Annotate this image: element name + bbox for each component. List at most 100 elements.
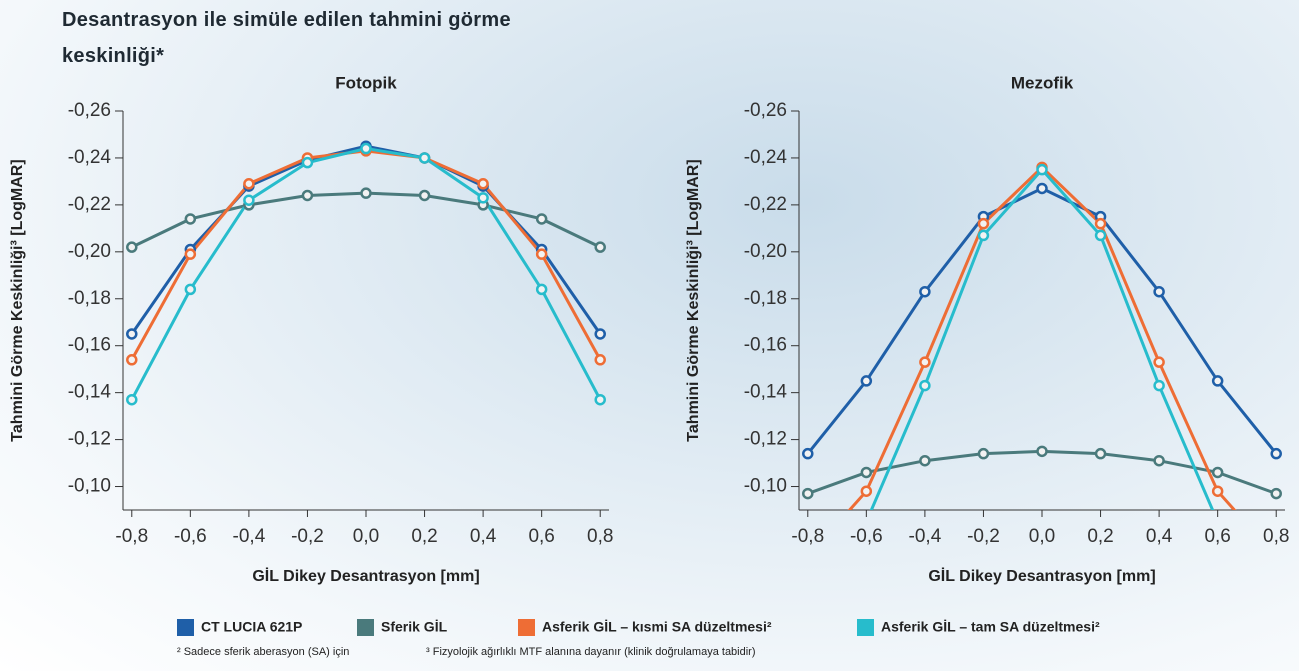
point	[977, 447, 990, 460]
series-line	[130, 149, 602, 361]
point	[301, 189, 314, 202]
point	[919, 454, 931, 467]
legend-swatch	[177, 619, 194, 636]
point	[860, 466, 873, 479]
point	[803, 576, 812, 585]
x-tick-label: 0,8	[587, 526, 613, 547]
point	[301, 156, 314, 169]
y-tick-label: -0,14	[744, 382, 788, 403]
x-tick-label: 0,6	[528, 526, 554, 547]
x-tick-label: 0,2	[411, 526, 437, 547]
y-tick-label: -0,22	[744, 194, 787, 215]
legend-label: Sferik GİL	[381, 619, 448, 635]
point	[1153, 356, 1165, 368]
point	[126, 354, 138, 366]
point	[126, 393, 138, 406]
point	[919, 356, 931, 368]
point	[126, 241, 138, 253]
point	[535, 248, 548, 260]
y-tick-label: -0,14	[68, 382, 112, 403]
y-tick-label: -0,26	[744, 100, 787, 121]
point	[919, 285, 931, 298]
legend-label: CT LUCIA 621P	[201, 619, 302, 635]
plot-lines	[126, 140, 606, 406]
x-tick-label: -0,4	[233, 526, 266, 547]
legend-swatch	[518, 619, 535, 636]
point	[594, 328, 606, 340]
point	[1036, 163, 1048, 176]
series-line	[806, 186, 1278, 455]
y-tick-label: -0,16	[744, 335, 787, 356]
series-line	[807, 449, 1277, 495]
y-tick-label: -0,18	[744, 288, 787, 309]
chart-title: Mezofik	[1011, 73, 1074, 92]
legend-label: Asferik GİL – kısmi SA düzeltmesi²	[542, 619, 772, 635]
point	[594, 241, 606, 253]
chart-title: Fotopik	[335, 73, 397, 92]
point	[594, 393, 606, 406]
point	[126, 328, 138, 340]
y-tick-label: -0,16	[68, 335, 111, 356]
point	[1211, 375, 1224, 387]
x-tick-label: 0,0	[353, 526, 379, 547]
point	[1153, 379, 1165, 392]
y-axis-label: Tahmini Görme Keskinliği³ [LogMAR]	[685, 159, 702, 441]
y-tick-label: -0,20	[744, 241, 787, 262]
point	[1213, 517, 1222, 526]
point	[1153, 454, 1165, 467]
y-tick-label: -0,10	[744, 476, 787, 497]
legend-label: Asferik GİL – tam SA düzeltmesi²	[881, 619, 1100, 635]
x-tick-label: 0,8	[1263, 526, 1289, 547]
x-tick-label: 0,0	[1029, 526, 1055, 547]
legend-swatch	[857, 619, 874, 636]
x-tick-label: 0,6	[1204, 526, 1230, 547]
point	[860, 485, 873, 497]
point	[919, 379, 931, 392]
point	[1094, 217, 1107, 230]
point	[477, 178, 489, 190]
point	[1036, 182, 1048, 195]
x-tick-label: 0,4	[1146, 526, 1173, 547]
y-tick-label: -0,24	[68, 147, 112, 168]
point	[1270, 487, 1282, 500]
y-tick-label: -0,10	[68, 476, 111, 497]
point	[802, 447, 814, 460]
x-tick-label: -0,2	[291, 526, 324, 547]
series-line	[869, 167, 1215, 510]
point	[1036, 445, 1048, 458]
point	[360, 187, 372, 199]
x-tick-label: 0,2	[1087, 526, 1113, 547]
point	[1094, 447, 1107, 460]
point	[535, 213, 548, 225]
y-tick-label: -0,24	[744, 147, 788, 168]
legend-swatch	[357, 619, 374, 636]
footnote: ³ Fizyolojik ağırlıklı MTF alanına dayan…	[426, 646, 756, 658]
point	[803, 552, 812, 561]
y-tick-label: -0,20	[68, 241, 111, 262]
point	[360, 142, 372, 155]
series-line	[130, 147, 602, 401]
x-tick-label: -0,4	[909, 526, 942, 547]
point	[535, 283, 548, 296]
footnote: ² Sadece sferik aberasyon (SA) için	[177, 646, 349, 658]
y-tick-label: -0,12	[68, 429, 111, 450]
x-tick-label: -0,8	[791, 526, 824, 547]
point	[802, 487, 814, 500]
y-tick-label: -0,18	[68, 288, 111, 309]
point	[184, 283, 197, 296]
point	[1272, 552, 1281, 561]
x-axis-label: GİL Dikey Desantrasyon [mm]	[252, 567, 479, 585]
x-tick-label: -0,6	[174, 526, 207, 547]
point	[1211, 485, 1224, 497]
x-tick-label: -0,6	[850, 526, 883, 547]
x-tick-label: 0,4	[470, 526, 497, 547]
page-title: Desantrasyon ile simüle edilen tahmini g…	[62, 9, 511, 67]
x-tick-label: -0,2	[967, 526, 1000, 547]
point	[243, 194, 255, 206]
x-axis-label: GİL Dikey Desantrasyon [mm]	[928, 567, 1155, 585]
point	[1211, 466, 1224, 479]
point	[594, 354, 606, 366]
point	[1153, 285, 1165, 298]
